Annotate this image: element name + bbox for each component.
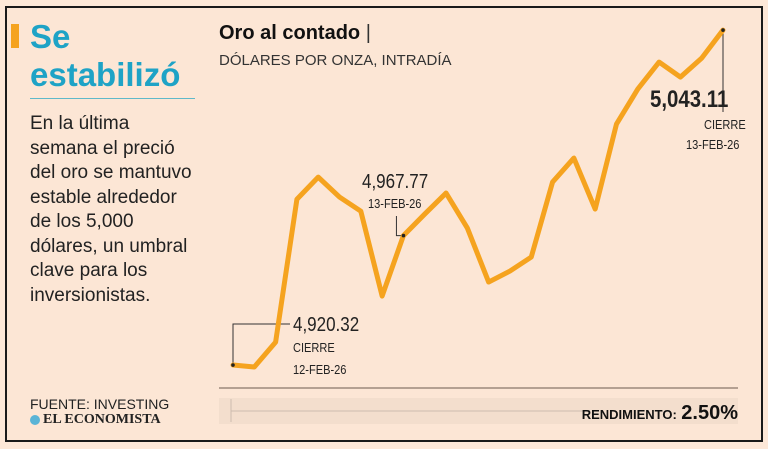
annotation-end-date: 13-FEB-26: [686, 137, 740, 152]
logo-text: EL ECONOMISTA: [43, 412, 161, 427]
annotation-mid-value: 4,967.77: [362, 171, 429, 193]
annotation-end-label: CIERRE: [704, 117, 746, 132]
accent-bar: [11, 24, 19, 48]
source: FUENTE: INVESTING: [30, 396, 170, 412]
annotation-leader: [232, 323, 290, 366]
title-separator: |: [365, 22, 371, 44]
headline-line2: estabilizó: [30, 56, 181, 93]
price-line: [230, 27, 726, 370]
yield-key: RENDIMIENTO:: [581, 407, 677, 422]
chart-subtitle: DÓLARES POR ONZA, INTRADÍA: [219, 52, 452, 69]
chart-title-text: Oro al contado: [219, 22, 361, 44]
annotation-start-date: 12-FEB-26: [293, 362, 347, 377]
divider: [30, 98, 195, 99]
headline-line1: Se: [30, 18, 71, 55]
annotation-point: [231, 363, 235, 367]
annotation-end-value: 5,043.11: [650, 86, 729, 113]
annotation-mid-date: 13-FEB-26: [368, 196, 422, 211]
annotation-leader: [395, 216, 404, 237]
annotation-point: [721, 28, 725, 32]
infographic-frame: [5, 6, 763, 442]
chart-title: Oro al contado |: [219, 22, 371, 45]
yield-value: 2.50%: [681, 402, 738, 424]
yield-label: RENDIMIENTO: 2.50%: [582, 402, 738, 425]
logo: EL ECONOMISTA: [30, 412, 161, 428]
annotation-start-value: 4,920.32: [293, 314, 360, 336]
logo-icon: [30, 415, 40, 425]
body-text: En la última semana el preció del oro se…: [30, 113, 192, 306]
headline: Se estabilizó: [30, 18, 180, 94]
annotation-start-label: CIERRE: [293, 340, 335, 355]
annotation-point: [401, 233, 406, 238]
